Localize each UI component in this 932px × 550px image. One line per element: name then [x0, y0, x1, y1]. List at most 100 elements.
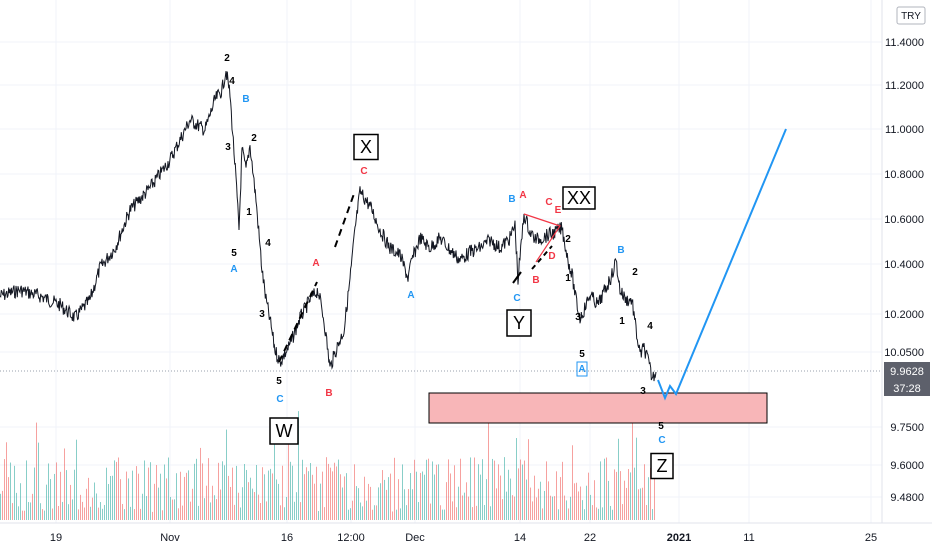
volume-bar: [358, 488, 359, 520]
volume-bar: [274, 437, 275, 520]
volume-bar: [294, 501, 295, 520]
time-axis[interactable]: 19 Nov 16 12:00 Dec 14 22 2021 11 25: [0, 522, 932, 544]
volume-bar: [536, 497, 537, 520]
volume-bar: [292, 465, 293, 520]
volume-bar: [36, 422, 37, 520]
volume-bar: [264, 474, 265, 520]
volume-bar: [414, 459, 415, 520]
volume-bar: [126, 471, 127, 520]
volume-bar: [474, 457, 475, 520]
volume-bar: [192, 488, 193, 520]
volume-bar: [30, 502, 31, 520]
volume-bar: [490, 506, 491, 520]
volume-bar: [512, 495, 513, 520]
countdown-tag: [884, 379, 930, 396]
volume-bar: [78, 509, 79, 520]
wave-label: 2: [565, 234, 571, 245]
volume-bar: [216, 499, 217, 520]
volume-bar: [158, 487, 159, 520]
volume-bar: [232, 467, 233, 520]
volume-bar: [272, 473, 273, 520]
volume-bar: [438, 464, 439, 520]
y-tick-label: 9.4800: [890, 492, 924, 504]
x-tick-label: Dec: [405, 532, 425, 544]
volume-bar: [50, 479, 51, 520]
volume-bar: [530, 487, 531, 520]
price-axis[interactable]: 11.4000 11.2000 11.0000 10.8000 10.6000 10.40…: [881, 0, 930, 523]
box-label-frame: [562, 186, 596, 210]
volume-bar: [552, 496, 553, 520]
volume-bar: [652, 509, 653, 520]
volume-bar: [422, 471, 423, 520]
y-tick-label: 10.0500: [884, 347, 924, 359]
volume-bar: [478, 464, 479, 520]
wave-label: A: [230, 264, 237, 275]
volume-bar: [188, 470, 189, 520]
volume-bar: [346, 473, 347, 520]
volume-bar: [12, 503, 13, 520]
grid-lines: [0, 0, 882, 523]
wave-label: 2: [224, 53, 230, 64]
volume-bar: [344, 476, 345, 520]
volume-bar: [172, 499, 173, 520]
wave-label: B: [508, 194, 515, 205]
volume-bar: [10, 462, 11, 520]
volume-bar: [526, 479, 527, 520]
volume-bar: [406, 505, 407, 520]
volume-bar: [8, 477, 9, 520]
volume-bar: [116, 461, 117, 520]
triangle-line: [523, 213, 561, 263]
projection-line[interactable]: [657, 128, 787, 401]
volume-bar: [322, 471, 323, 520]
volume-bar: [332, 471, 333, 520]
volume-bar: [566, 500, 567, 520]
volume-bar: [410, 473, 411, 520]
volume-bar: [16, 492, 17, 520]
volume-bar: [616, 471, 617, 520]
x-tick-label: 16: [281, 532, 293, 544]
wave-label: E: [555, 205, 562, 216]
volume-bar: [136, 466, 137, 520]
volume-bar: [372, 509, 373, 520]
volume-bar: [520, 459, 521, 520]
volume-bar: [402, 464, 403, 520]
volume-bar: [456, 507, 457, 520]
volume-bar: [18, 506, 19, 520]
volume-bar: [152, 511, 153, 520]
volume-bar: [388, 477, 389, 520]
volume-bar: [246, 469, 247, 520]
support-zone[interactable]: [428, 392, 768, 424]
wave-annotations: [278, 190, 561, 363]
volume-bar: [224, 465, 225, 520]
volume-bar: [374, 505, 375, 520]
volume-bar: [142, 493, 143, 520]
volume-bar: [226, 429, 227, 520]
box-label-frame: [269, 417, 299, 445]
volume-bar: [82, 501, 83, 520]
volume-bar: [148, 467, 149, 520]
volume-bar: [548, 481, 549, 520]
y-tick-label: 10.6000: [884, 214, 924, 226]
volume-bar: [382, 470, 383, 520]
volume-bar: [268, 470, 269, 520]
volume-bar: [588, 472, 589, 520]
x-tick-label: 22: [584, 532, 596, 544]
wave-label: 3: [225, 142, 231, 153]
wave-label: 3: [640, 386, 646, 397]
wave-label: D: [548, 251, 555, 262]
volume-bar: [484, 504, 485, 520]
box-label: Y: [513, 313, 525, 333]
currency-badge[interactable]: [896, 6, 926, 25]
volume-bar: [24, 510, 25, 520]
volume-bar: [282, 465, 283, 520]
volume-bar: [296, 492, 297, 520]
volume-bar: [112, 475, 113, 520]
volume-bar: [472, 507, 473, 520]
volume-bar: [0, 493, 1, 520]
wave-label: 5: [579, 349, 585, 360]
volume-bar: [396, 509, 397, 520]
volume-bar: [252, 488, 253, 520]
volume-bar: [46, 484, 47, 520]
